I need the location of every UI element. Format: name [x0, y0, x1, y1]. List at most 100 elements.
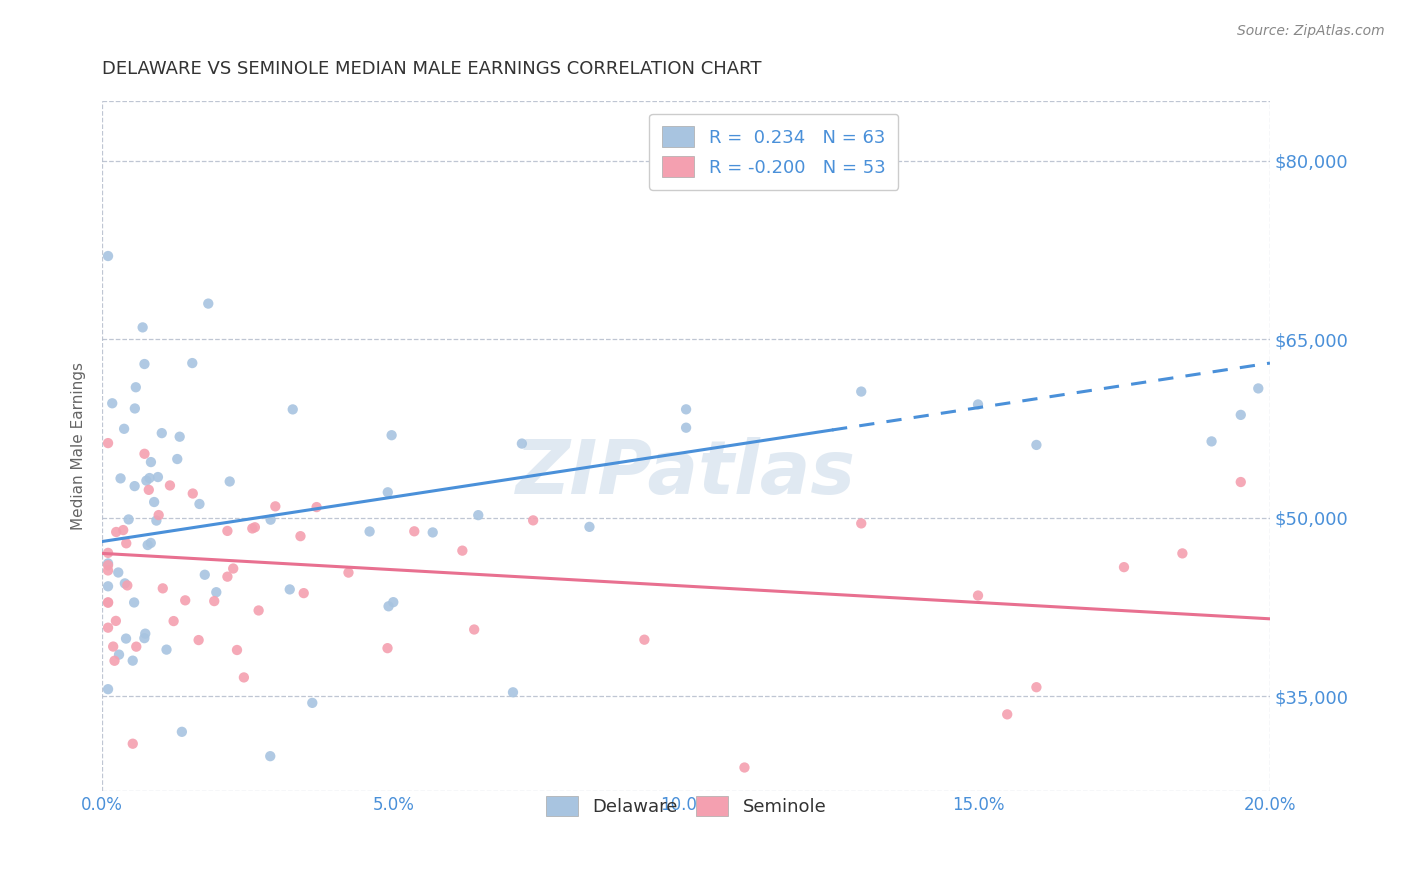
- Point: [114, 576, 136, 591]
- Point: [117, 578, 139, 592]
- Point: [422, 525, 444, 540]
- Point: [467, 508, 489, 523]
- Legend: Delaware, Seminole: Delaware, Seminole: [538, 789, 834, 823]
- Point: [97, 436, 120, 450]
- Point: [152, 582, 174, 596]
- Point: [259, 513, 281, 527]
- Point: [281, 402, 304, 417]
- Point: [377, 599, 399, 614]
- Point: [138, 483, 160, 497]
- Point: [174, 593, 197, 607]
- Point: [139, 455, 162, 469]
- Point: [264, 500, 287, 514]
- Point: [278, 582, 301, 597]
- Point: [112, 523, 135, 537]
- Point: [1229, 475, 1251, 489]
- Point: [136, 538, 159, 552]
- Point: [259, 749, 281, 764]
- Point: [121, 654, 143, 668]
- Point: [145, 514, 167, 528]
- Point: [139, 536, 162, 550]
- Point: [97, 557, 120, 571]
- Point: [104, 614, 127, 628]
- Point: [502, 685, 524, 699]
- Point: [97, 558, 120, 573]
- Point: [222, 561, 245, 575]
- Point: [112, 422, 135, 436]
- Point: [217, 569, 239, 583]
- Point: [97, 621, 120, 635]
- Point: [197, 296, 219, 310]
- Point: [97, 682, 120, 697]
- Point: [134, 447, 156, 461]
- Point: [162, 614, 184, 628]
- Point: [1025, 680, 1047, 694]
- Y-axis label: Median Male Earnings: Median Male Earnings: [72, 362, 86, 531]
- Point: [1171, 546, 1194, 560]
- Point: [125, 640, 148, 654]
- Point: [187, 633, 209, 648]
- Point: [382, 595, 405, 609]
- Point: [337, 566, 360, 580]
- Point: [181, 486, 204, 500]
- Point: [125, 380, 148, 394]
- Point: [97, 546, 120, 560]
- Point: [138, 471, 160, 485]
- Point: [117, 512, 139, 526]
- Point: [202, 594, 225, 608]
- Point: [522, 513, 544, 527]
- Point: [967, 397, 990, 411]
- Point: [1229, 408, 1251, 422]
- Point: [404, 524, 426, 539]
- Point: [97, 249, 120, 263]
- Point: [675, 420, 697, 434]
- Point: [292, 586, 315, 600]
- Point: [240, 521, 263, 535]
- Point: [451, 543, 474, 558]
- Point: [733, 760, 755, 774]
- Point: [205, 585, 228, 599]
- Point: [510, 436, 533, 450]
- Point: [115, 536, 138, 550]
- Point: [226, 643, 249, 657]
- Point: [124, 401, 146, 416]
- Point: [108, 648, 131, 662]
- Point: [290, 529, 312, 543]
- Point: [218, 475, 240, 489]
- Point: [301, 696, 323, 710]
- Point: [232, 670, 254, 684]
- Point: [170, 724, 193, 739]
- Point: [166, 452, 188, 467]
- Point: [97, 579, 120, 593]
- Point: [159, 478, 181, 492]
- Point: [110, 471, 132, 485]
- Point: [146, 470, 169, 484]
- Point: [181, 356, 204, 370]
- Point: [122, 595, 145, 609]
- Point: [359, 524, 381, 539]
- Point: [1201, 434, 1223, 449]
- Point: [124, 479, 146, 493]
- Point: [851, 384, 873, 399]
- Point: [97, 564, 120, 578]
- Point: [1025, 438, 1047, 452]
- Point: [155, 642, 177, 657]
- Point: [97, 596, 120, 610]
- Point: [1112, 560, 1135, 574]
- Point: [121, 737, 143, 751]
- Point: [381, 428, 404, 442]
- Point: [188, 497, 211, 511]
- Point: [148, 508, 170, 522]
- Point: [247, 603, 270, 617]
- Point: [143, 495, 166, 509]
- Point: [135, 474, 157, 488]
- Point: [105, 524, 128, 539]
- Point: [134, 626, 156, 640]
- Point: [115, 632, 138, 646]
- Text: Source: ZipAtlas.com: Source: ZipAtlas.com: [1237, 24, 1385, 38]
- Point: [675, 402, 697, 417]
- Point: [1247, 381, 1270, 395]
- Point: [101, 396, 124, 410]
- Point: [217, 524, 239, 538]
- Point: [107, 566, 129, 580]
